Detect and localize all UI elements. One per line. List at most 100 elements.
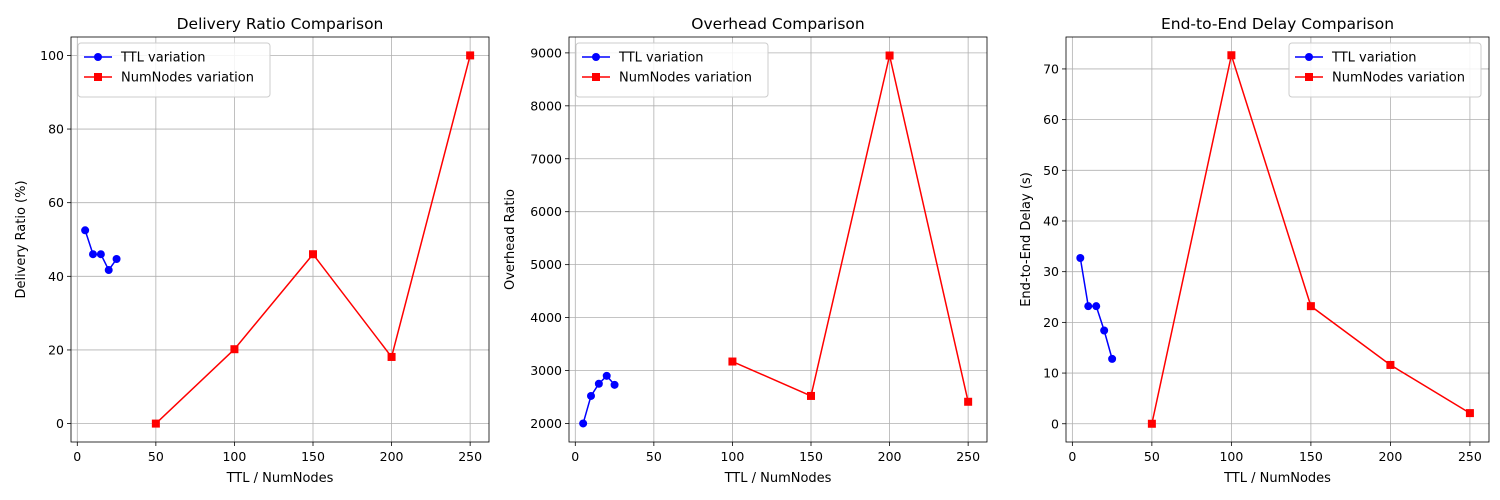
x-tick-label: 50 [1144,449,1160,464]
y-tick-label: 50 [1043,163,1059,178]
data-point-marker [151,419,160,428]
axes-frame [568,36,988,443]
y-tick-label: 100 [40,48,64,63]
data-point-marker [466,51,475,60]
data-point-marker [1227,51,1236,60]
legend-item: TTL variation [84,51,206,66]
data-point-marker [587,391,595,400]
y-tick-label: 0 [56,416,64,431]
x-tick-label: 0 [73,449,81,464]
data-point-marker [96,250,105,259]
data-point-marker [1076,254,1085,263]
data-point-marker [1108,354,1117,363]
x-tick-label: 50 [646,449,662,464]
data-point-marker [610,380,619,389]
x-tick-label: 100 [720,449,744,464]
legend-box [1288,42,1482,98]
axes-frame [70,36,490,443]
legend-marker [1305,53,1313,61]
y-tick-label: 40 [1043,213,1059,228]
x-axis-label: TTL / NumNodes [1223,471,1331,486]
data-point-marker [885,51,894,60]
x-tick-label: 250 [458,449,482,464]
legend-box [77,42,271,98]
data-point-marker [964,397,973,406]
legend-item: NumNodes variation [582,71,752,86]
data-point-marker [387,352,396,361]
data-point-marker [1386,360,1395,369]
data-point-marker [1465,409,1474,418]
series-ttl-variation [81,226,121,275]
data-point-marker [807,391,815,400]
y-axis-label: Overhead Ratio [503,189,518,290]
y-tick-label: 2000 [530,416,562,431]
axes-frame [1065,36,1490,443]
y-tick-label: 8000 [530,98,562,113]
x-tick-label: 0 [1068,449,1076,464]
data-point-marker [89,250,97,259]
x-tick-label: 250 [956,449,980,464]
y-tick-label: 0 [1051,416,1059,431]
chart-panel-1: 0 50 100 150 200 250 0 20 40 60 80 100 Delivery Rati… [14,15,490,486]
x-axis-label: TTL / NumNodes [724,471,832,486]
data-point-marker [728,357,737,366]
y-tick-label: 80 [48,122,64,137]
chart-panel-2: 0 50 100 150 200 250 2000 3000 4000 5000 6000 7000 8… [503,15,988,486]
x-tick-label: 50 [148,449,164,464]
legend-marker [94,53,102,61]
data-point-marker [1092,302,1101,311]
legend-box [575,42,769,98]
y-tick-label: 30 [1043,264,1059,279]
y-tick-label: 6000 [530,204,562,219]
x-tick-label: 200 [380,449,404,464]
y-axis-label: Delivery Ratio (%) [14,180,29,298]
chart-panel-3: 0 50 100 150 200 250 0 10 20 30 40 50 60 70 End-to-End… [1019,15,1490,486]
legend-label: TTL variation [1331,51,1417,66]
series-numnodes-variation [151,51,475,428]
chart-title: Delivery Ratio Comparison [177,15,384,33]
x-tick-label: 100 [222,449,246,464]
legend: TTL variation NumNodes variation [77,42,271,98]
data-point-marker [1147,419,1156,428]
legend-marker [1305,73,1313,81]
x-tick-label: 150 [301,449,325,464]
y-tick-label: 4000 [530,310,562,325]
legend-label: NumNodes variation [1332,71,1465,86]
data-point-marker [1100,326,1109,335]
legend-item: TTL variation [1295,51,1417,66]
data-point-marker [1084,302,1093,311]
legend-label: TTL variation [120,51,206,66]
x-tick-label: 200 [878,449,902,464]
x-axis-label: TTL / NumNodes [226,471,334,486]
legend-marker [592,73,600,81]
data-point-marker [579,419,588,428]
data-point-marker [594,379,603,388]
series-line [84,230,118,272]
legend-marker [94,73,102,81]
y-tick-label: 60 [1043,112,1059,127]
legend-label: NumNodes variation [619,71,752,86]
legend-item: NumNodes variation [84,71,254,86]
x-tick-label: 150 [799,449,823,464]
series-ttl-variation [579,371,619,428]
data-point-marker [1306,302,1315,311]
y-tick-label: 9000 [530,45,562,60]
y-axis-label: End-to-End Delay (s) [1019,172,1034,307]
legend-marker [592,53,600,61]
legend: TTL variation NumNodes variation [1288,42,1482,98]
series-line [732,55,969,402]
y-tick-label: 40 [48,269,64,284]
chart-title: End-to-End Delay Comparison [1161,15,1394,33]
legend-label: TTL variation [618,51,704,66]
x-tick-label: 100 [1219,449,1243,464]
x-tick-label: 0 [571,449,579,464]
legend-item: TTL variation [582,51,704,66]
y-tick-label: 3000 [530,363,562,378]
y-tick-label: 10 [1043,366,1059,381]
legend-label: NumNodes variation [121,71,254,86]
data-point-marker [104,266,113,275]
chart-title: Overhead Comparison [691,15,864,33]
x-tick-label: 250 [1458,449,1482,464]
y-tick-label: 7000 [530,151,562,166]
